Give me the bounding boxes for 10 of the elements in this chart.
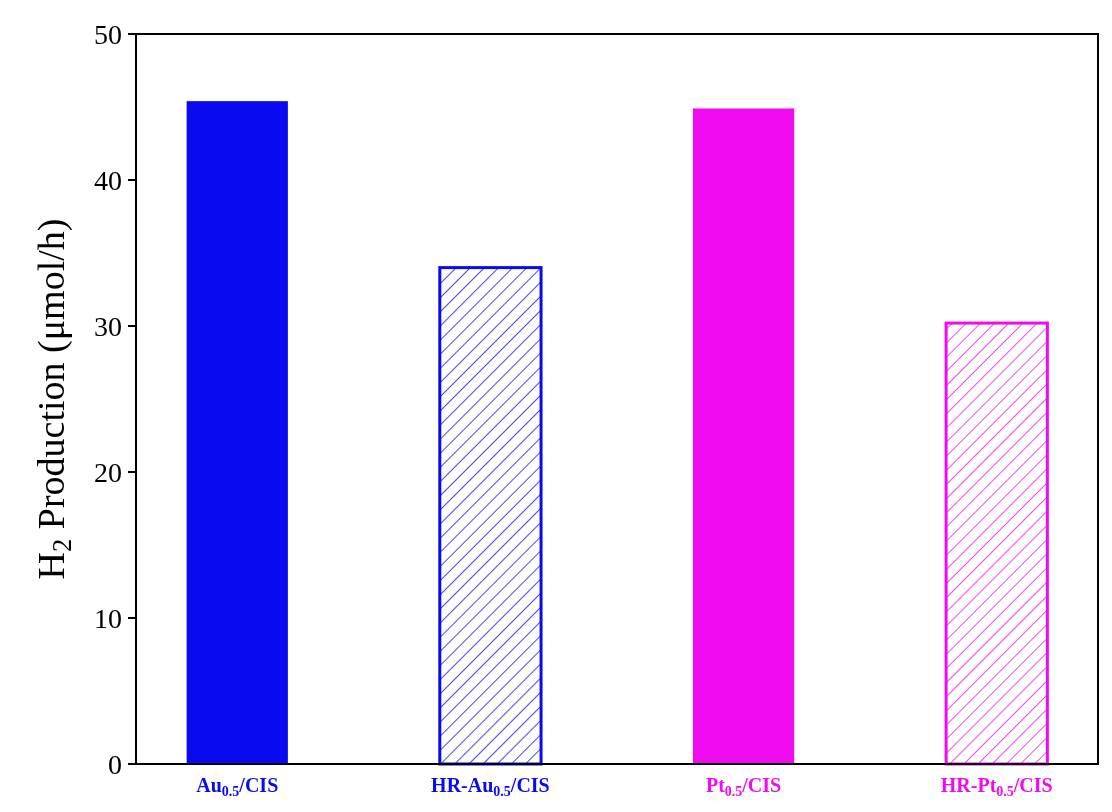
x-tick-label: Au$_{0.5}$/CIS	[196, 774, 279, 799]
y-tick-label: 40	[94, 164, 122, 196]
y-tick-label: 20	[94, 456, 122, 488]
x-tick-label: Pt$_{0.5}$/CIS	[705, 774, 782, 799]
y-tick-label: 0	[108, 748, 122, 780]
x-tick-label: HR-Pt$_{0.5}$/CIS	[940, 774, 1053, 799]
y-tick-label: 50	[94, 18, 122, 50]
x-tick-label: HR-Au$_{0.5}$/CIS	[431, 774, 550, 799]
y-tick-label: 30	[94, 310, 122, 342]
y-tick-label: 10	[94, 602, 122, 634]
